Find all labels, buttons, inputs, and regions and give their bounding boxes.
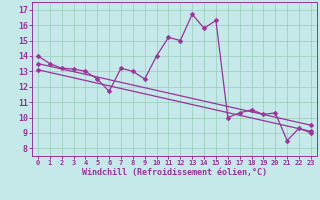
X-axis label: Windchill (Refroidissement éolien,°C): Windchill (Refroidissement éolien,°C) xyxy=(82,168,267,177)
